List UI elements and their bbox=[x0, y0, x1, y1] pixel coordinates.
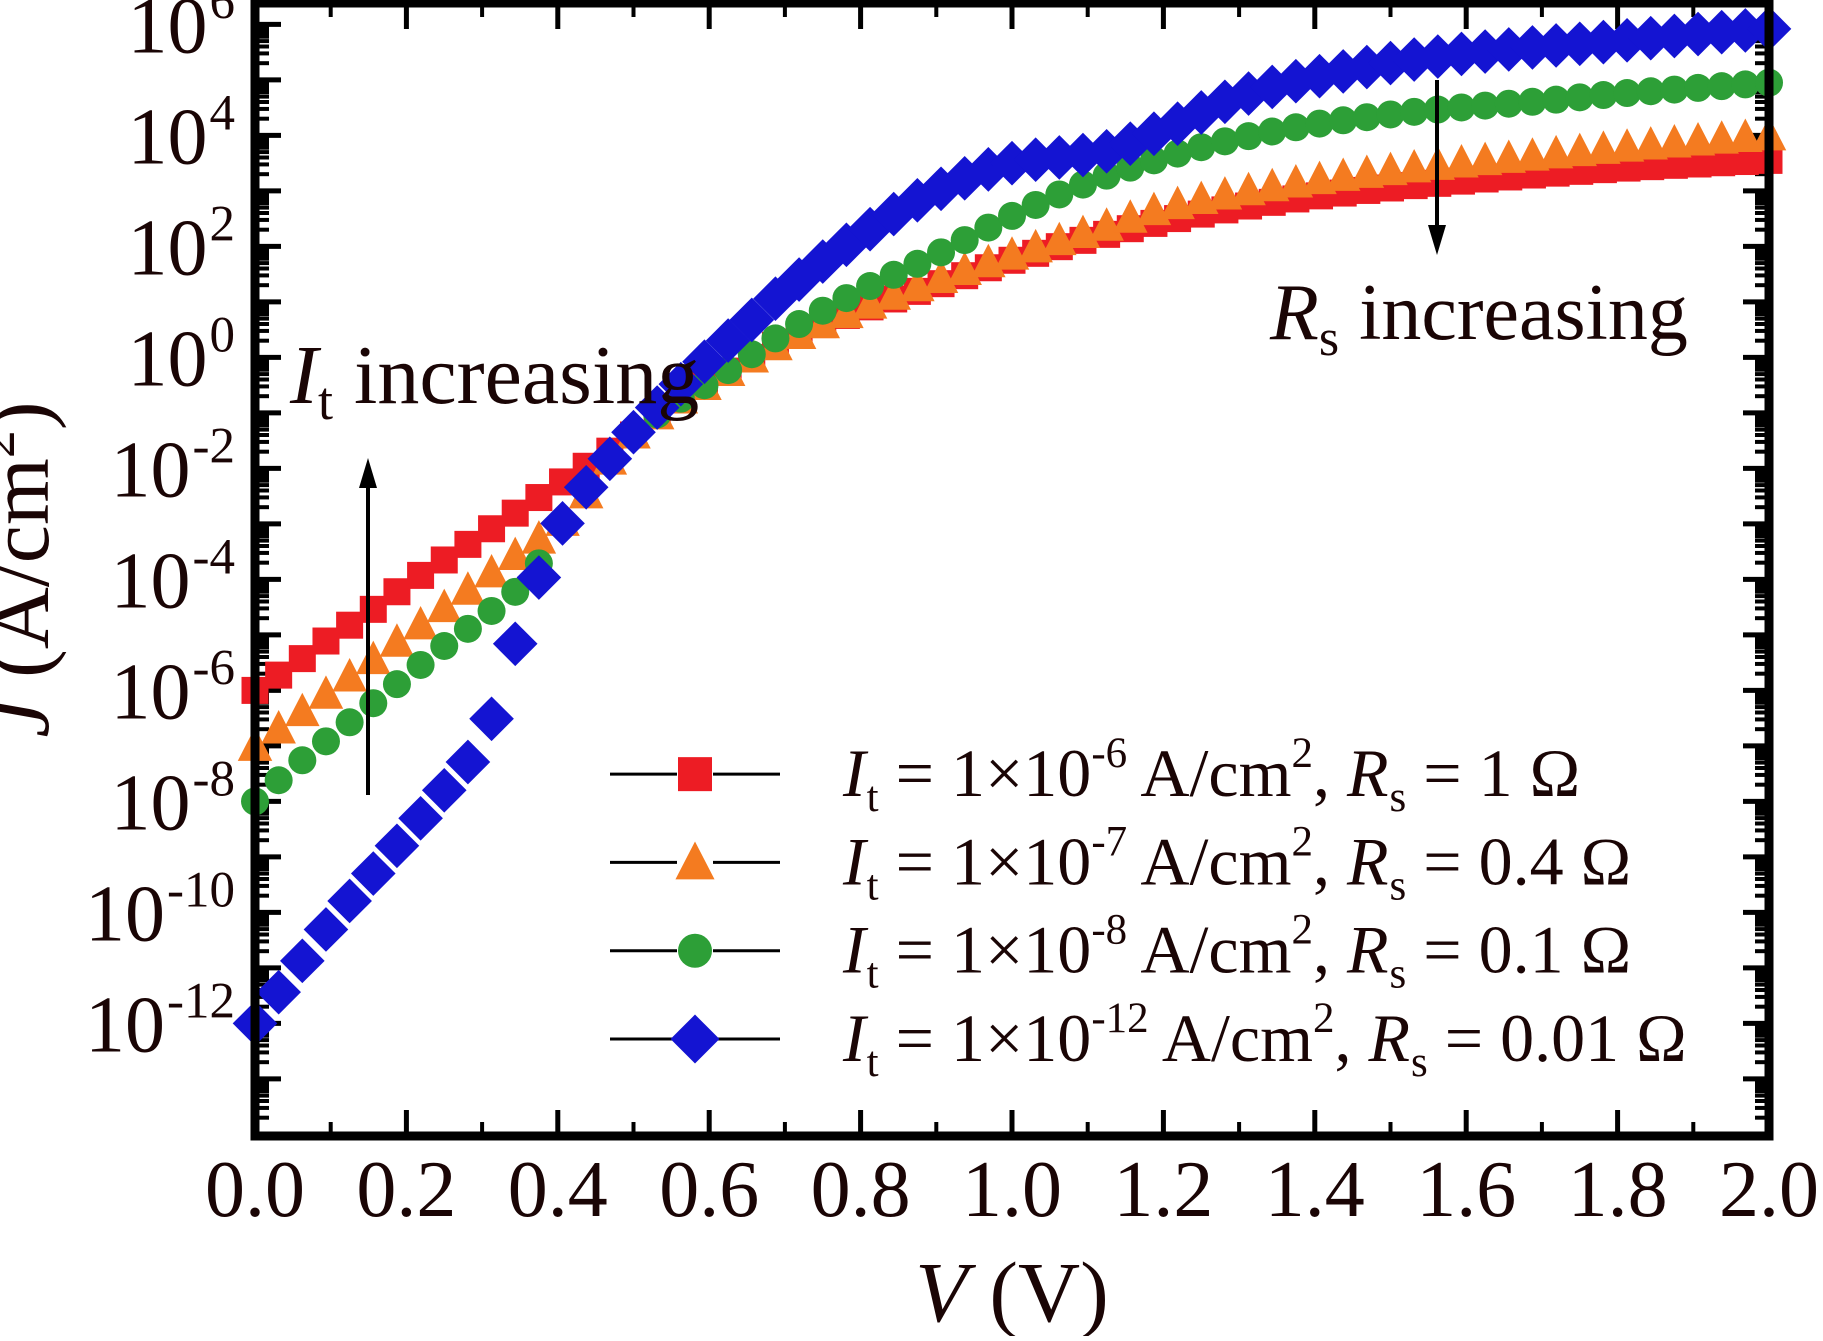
svg-text:0.2: 0.2 bbox=[356, 1146, 456, 1234]
svg-text:It = 1×10-12 A/cm2, Rs = 0.01: It = 1×10-12 A/cm2, Rs = 0.01 Ω bbox=[842, 995, 1687, 1086]
svg-text:1.0: 1.0 bbox=[962, 1146, 1062, 1234]
svg-text:0.4: 0.4 bbox=[508, 1146, 608, 1234]
svg-text:1.2: 1.2 bbox=[1113, 1146, 1213, 1234]
svg-text:2.0: 2.0 bbox=[1719, 1146, 1819, 1234]
svg-text:0.6: 0.6 bbox=[659, 1146, 759, 1234]
svg-text:1.6: 1.6 bbox=[1416, 1146, 1516, 1234]
svg-text:It = 1×10-7 A/cm2, Rs = 0.4 Ω: It = 1×10-7 A/cm2, Rs = 0.4 Ω bbox=[842, 818, 1631, 909]
svg-text:It = 1×10-8 A/cm2, Rs = 0.1 Ω: It = 1×10-8 A/cm2, Rs = 0.1 Ω bbox=[842, 907, 1631, 998]
svg-text:1.4: 1.4 bbox=[1265, 1146, 1365, 1234]
svg-text:It increasing: It increasing bbox=[289, 329, 699, 431]
svg-text:0.0: 0.0 bbox=[205, 1146, 305, 1234]
svg-text:1.8: 1.8 bbox=[1568, 1146, 1668, 1234]
svg-text:It = 1×10-6 A/cm2, Rs = 1 Ω: It = 1×10-6 A/cm2, Rs = 1 Ω bbox=[842, 730, 1580, 821]
svg-text:0.8: 0.8 bbox=[811, 1146, 911, 1234]
svg-text:V (V): V (V) bbox=[915, 1244, 1108, 1336]
